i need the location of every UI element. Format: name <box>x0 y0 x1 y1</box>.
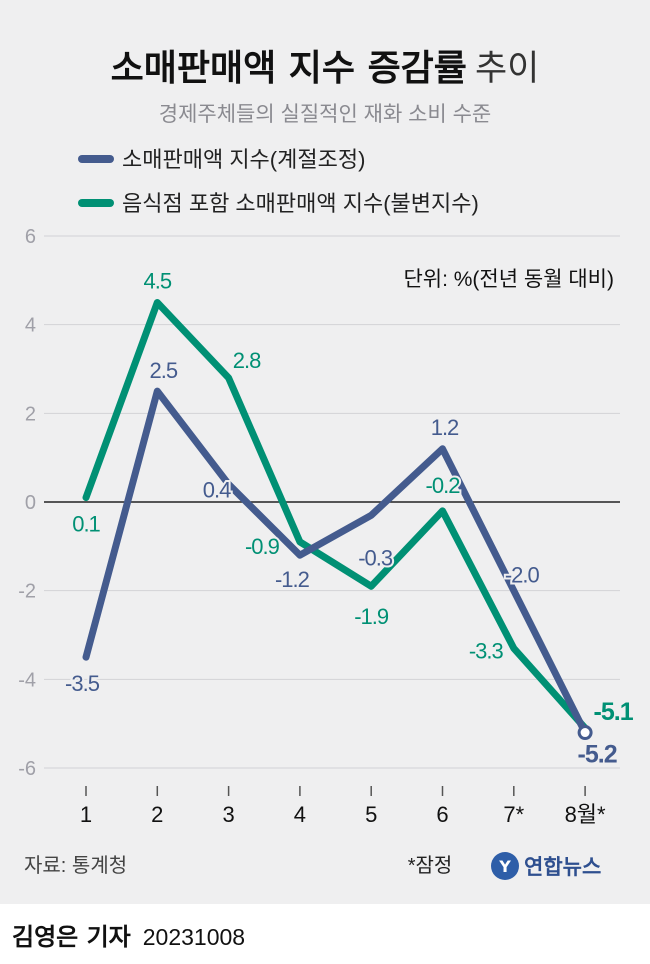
series-layer <box>82 299 593 741</box>
byline-strip <box>0 904 650 964</box>
data-label-green: -5.1 <box>594 698 634 726</box>
end-point-marker <box>577 725 593 741</box>
logo-letter: Y <box>498 857 511 876</box>
legend: 소매판매액 지수(계절조정) 음식점 포함 소매판매액 지수(불변지수) <box>78 147 479 216</box>
logo-globe-icon <box>491 852 519 880</box>
data-labels: -3.5 2.5 0.4 -1.2 -0.3 1.2 -2.0 -5.2 0.1 4.5 2.8 -0… <box>63 267 637 771</box>
grid-layer <box>44 235 620 769</box>
y-tick-label: -2 <box>18 581 36 603</box>
infographic-card <box>0 0 650 904</box>
data-label-green: -0.9 <box>245 534 280 559</box>
yonhap-logo: Y 연합뉴스 <box>491 852 601 880</box>
series-line-green <box>82 299 589 732</box>
page-title: 소매판매액 지수 증감률 추이 <box>111 48 540 89</box>
y-tick-label: 2 <box>25 403 36 425</box>
legend-label-green: 음식점 포함 소매판매액 지수(불변지수) <box>122 191 479 216</box>
y-axis: 6 4 2 0 -2 -4 -6 <box>18 226 36 780</box>
data-label-green: -1.9 <box>354 604 389 629</box>
brand-name: 연합뉴스 <box>524 855 601 879</box>
byline-reporter: 김영은 기자 <box>12 923 131 951</box>
data-label-blue: 0.4 <box>203 477 231 502</box>
byline: 김영은 기자 20231008 <box>12 923 245 951</box>
legend-label-blue: 소매판매액 지수(계절조정) <box>122 147 365 172</box>
subtitle: 경제주체들의 실질적인 재화 소비 수준 <box>159 103 491 126</box>
y-tick-label: 4 <box>25 315 36 337</box>
byline-date: 20231008 <box>143 924 245 950</box>
data-label-blue: -3.5 <box>65 671 100 696</box>
y-tick-label: -6 <box>18 758 36 780</box>
x-tick-label: 1 <box>80 802 92 827</box>
data-label-blue: -2.0 <box>505 563 540 588</box>
data-label-blue: 1.2 <box>431 415 459 440</box>
page-title-light: 추이 <box>475 49 539 89</box>
x-tick-label: 8월* <box>565 802 606 827</box>
data-label-blue: -1.2 <box>275 567 310 592</box>
x-tick-label: 6 <box>436 802 448 827</box>
x-axis: 1 2 3 4 5 6 7* 8월* <box>80 786 606 827</box>
y-tick-label: -4 <box>18 669 36 691</box>
x-tick-label: 3 <box>222 802 234 827</box>
data-label-green: 2.8 <box>233 348 261 373</box>
data-label-green: -0.2 <box>426 473 461 498</box>
x-tick-label: 5 <box>365 802 377 827</box>
data-label-blue: -5.2 <box>578 741 617 769</box>
y-tick-label: 0 <box>25 492 36 514</box>
data-label-green: 4.5 <box>144 269 172 294</box>
x-tick-label: 2 <box>151 802 163 827</box>
data-label-blue: -0.3 <box>358 545 393 570</box>
series-line-blue <box>82 387 589 737</box>
x-tick-label: 7* <box>503 802 524 827</box>
source-note: 자료: 통계청 <box>24 854 127 877</box>
data-label-green: -3.3 <box>469 638 504 663</box>
data-label-green: 0.1 <box>72 512 100 537</box>
x-tick-label: 4 <box>294 802 306 827</box>
provisional-note: *잠정 <box>408 854 453 877</box>
data-label-blue: 2.5 <box>150 358 178 383</box>
y-tick-label: 6 <box>25 226 36 248</box>
unit-note: 단위: %(전년 동월 대비) <box>403 268 614 291</box>
